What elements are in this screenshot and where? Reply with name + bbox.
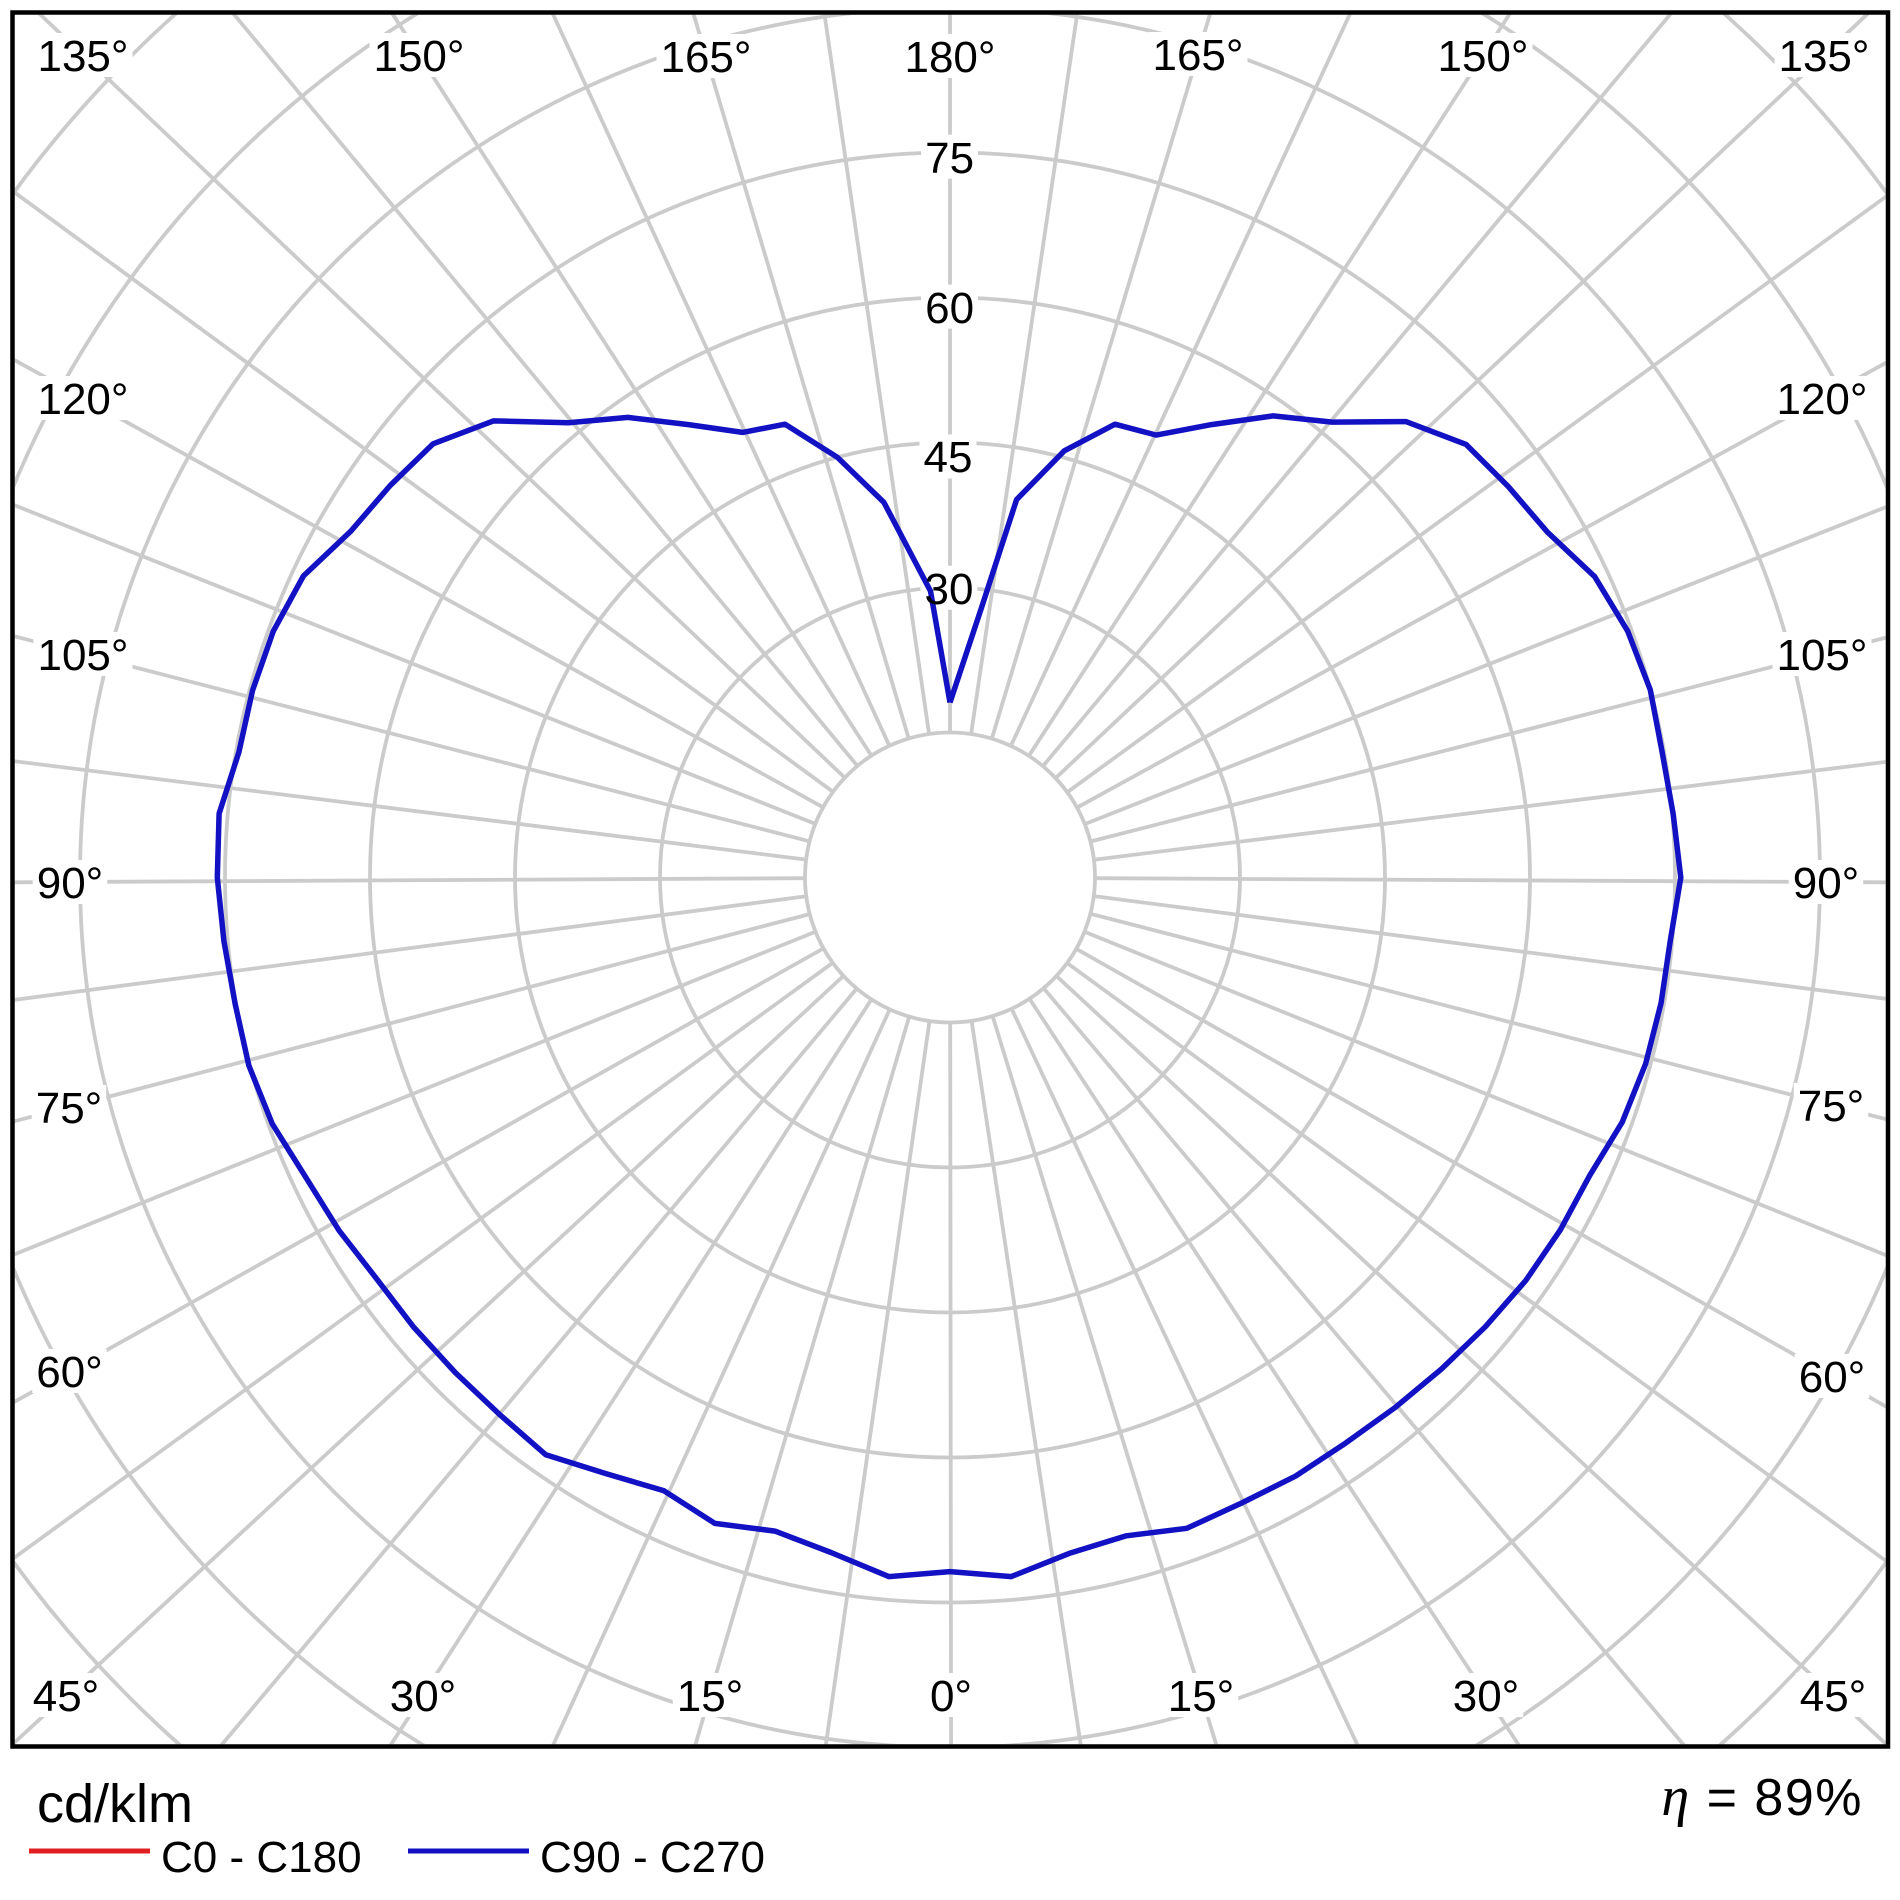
svg-text:105°: 105° <box>1776 631 1867 680</box>
svg-text:120°: 120° <box>37 375 128 424</box>
svg-text:60°: 60° <box>36 1348 103 1397</box>
svg-text:45°: 45° <box>1800 1672 1867 1721</box>
svg-text:45: 45 <box>924 433 973 482</box>
svg-text:60: 60 <box>925 284 974 333</box>
svg-text:75°: 75° <box>36 1084 103 1133</box>
svg-text:165°: 165° <box>1152 31 1243 80</box>
svg-text:η = 89%: η = 89% <box>1661 1766 1863 1828</box>
svg-text:165°: 165° <box>660 33 751 82</box>
svg-text:15°: 15° <box>677 1672 744 1721</box>
svg-text:30: 30 <box>925 565 974 614</box>
svg-text:105°: 105° <box>37 631 128 680</box>
svg-text:60°: 60° <box>1799 1353 1866 1402</box>
svg-text:75°: 75° <box>1798 1082 1865 1131</box>
svg-text:150°: 150° <box>1437 32 1528 81</box>
svg-text:90°: 90° <box>1793 859 1860 908</box>
svg-text:45°: 45° <box>33 1672 100 1721</box>
svg-text:90°: 90° <box>37 859 104 908</box>
svg-text:cd/klm: cd/klm <box>37 1774 193 1834</box>
svg-text:C90 - C270: C90 - C270 <box>540 1833 765 1882</box>
svg-text:120°: 120° <box>1776 375 1867 424</box>
svg-text:30°: 30° <box>390 1672 457 1721</box>
svg-text:30°: 30° <box>1453 1672 1520 1721</box>
svg-text:15°: 15° <box>1168 1672 1235 1721</box>
svg-text:180°: 180° <box>904 33 995 82</box>
svg-text:75: 75 <box>925 134 974 183</box>
svg-text:150°: 150° <box>373 32 464 81</box>
svg-text:C0 - C180: C0 - C180 <box>161 1833 362 1882</box>
svg-text:135°: 135° <box>37 32 128 81</box>
svg-text:0°: 0° <box>930 1672 972 1721</box>
svg-text:135°: 135° <box>1778 32 1869 81</box>
